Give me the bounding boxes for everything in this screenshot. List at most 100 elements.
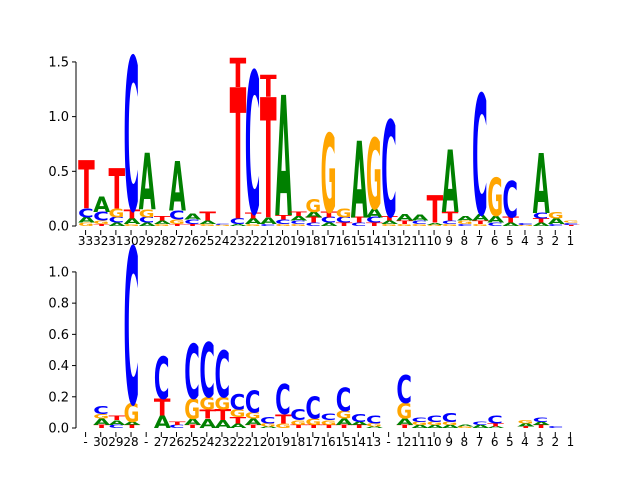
logo-letter-T: T [184,223,201,226]
logo-letter-C: C [457,223,473,227]
x-tick-label: 6 [491,234,499,248]
logo-letter-A: A [502,222,520,227]
logo-letter-C: C [199,327,215,414]
y-tick-label: 0.0 [48,220,69,235]
logo-letter-G: G [93,413,109,420]
logo-letter-G: G [139,208,155,220]
logo-letter-G: G [275,223,291,226]
logo-letter-G: G [108,206,124,220]
logo-letter-G: G [230,407,246,419]
logo-letter-A: A [442,424,460,429]
logo-letter-T: T [275,411,293,426]
logo-letter-T: T [78,147,95,224]
y-tick-label: 1.5 [48,55,69,70]
logo-letter-A: A [184,417,201,427]
logo-letter-T: T [184,424,201,429]
logo-letter-A: A [396,212,413,222]
logo-letter-A: A [336,417,353,427]
logo-letter-A: A [154,412,172,432]
logo-letter-G: G [381,223,397,226]
x-tick-label: - [144,435,148,449]
x-tick-label: 7 [476,234,484,248]
logo-letter-T: T [533,424,550,429]
logo-letter-C: C [215,339,231,413]
logo-letter-A: A [124,421,142,426]
x-tick-label: 28 [154,234,169,248]
x-tick-label: 4 [521,435,529,449]
logo-letter-A: A [199,220,217,225]
logo-letter-C: C [184,329,200,416]
logo-letter-T: T [396,424,413,429]
logo-letter-T: T [108,158,125,223]
logo-letter-A: A [351,120,368,242]
x-tick-label: 23 [229,234,244,248]
logo-letter-T: T [93,223,110,226]
logo-letter-C: C [108,216,124,225]
logo-letter-T: T [245,212,263,221]
logo-letter-T: T [93,424,110,429]
x-tick-label: 26 [184,234,199,248]
logo-letter-C: C [336,216,352,225]
logo-letter-C: C [366,413,382,426]
logo-letter-C: C [215,224,231,226]
x-tick-label: 9 [445,234,453,248]
logo-letter-A: A [199,417,216,432]
logo-letter-A: A [518,422,536,427]
x-tick-label: 18 [305,234,320,248]
logo-letter-T: T [533,218,550,225]
logo-letter-T: T [199,209,216,223]
logo-letter-C: C [321,216,337,225]
logo-letter-G: G [396,399,412,424]
logo-letter-A: A [487,215,504,225]
logo-letter-A: A [442,132,459,232]
x-tick-label: 25 [199,234,214,248]
logo-letter-A: A [305,210,322,219]
logo-letter-T: T [124,207,141,221]
logo-letter-G: G [487,168,503,229]
logo-letter-A: A [533,421,551,426]
logo-letter-C: C [321,412,337,422]
x-tick-label: 4 [521,234,529,248]
x-tick-label: 23 [214,435,229,449]
logo-letter-A: A [411,214,428,223]
logo-letter-A: A [366,426,383,428]
logo-letter-C: C [472,421,488,426]
logo-letter-C: C [290,220,306,225]
logo-letter-G: G [245,223,261,226]
logo-letter-T: T [199,407,217,422]
logo-letter-T: T [518,426,535,428]
logo-letter-G: G [260,423,276,428]
logo-letter-T: T [427,190,444,233]
logo-letter-G: G [305,417,321,427]
x-tick-label: 17 [305,435,320,449]
x-tick-label: 6 [491,435,499,449]
logo-letter-A: A [215,419,233,431]
x-tick-label: 24 [214,234,229,248]
logo-letter-G: G [427,421,443,426]
x-tick-label: 21 [260,234,275,248]
logo-letter-A: A [533,138,550,234]
logo-letter-A: A [245,417,262,427]
x-tick-label: 12 [396,234,411,248]
logo-letter-T: T [230,50,247,97]
logo-letter-T: T [154,394,171,422]
logo-letter-G: G [124,399,140,428]
logo-letter-C: C [487,222,503,227]
logo-letter-C: C [93,210,109,224]
x-tick-label: 19 [290,234,305,248]
x-tick-label: 9 [445,435,453,449]
logo-letter-T: T [351,216,369,225]
logo-letter-G: G [199,223,215,226]
y-tick-label: 0.5 [48,165,69,180]
logo-letter-T: T [275,214,292,221]
logo-letter-A: A [548,217,565,226]
logo-letter-G: G [78,222,94,227]
logo-letter-T: T [230,416,247,426]
x-tick-label: 11 [411,435,426,449]
logo-letter-T: T [305,216,323,225]
logo-letter-G: G [93,220,109,225]
logo-letter-C: C [366,216,382,225]
logo-letter-G: G [411,223,427,226]
